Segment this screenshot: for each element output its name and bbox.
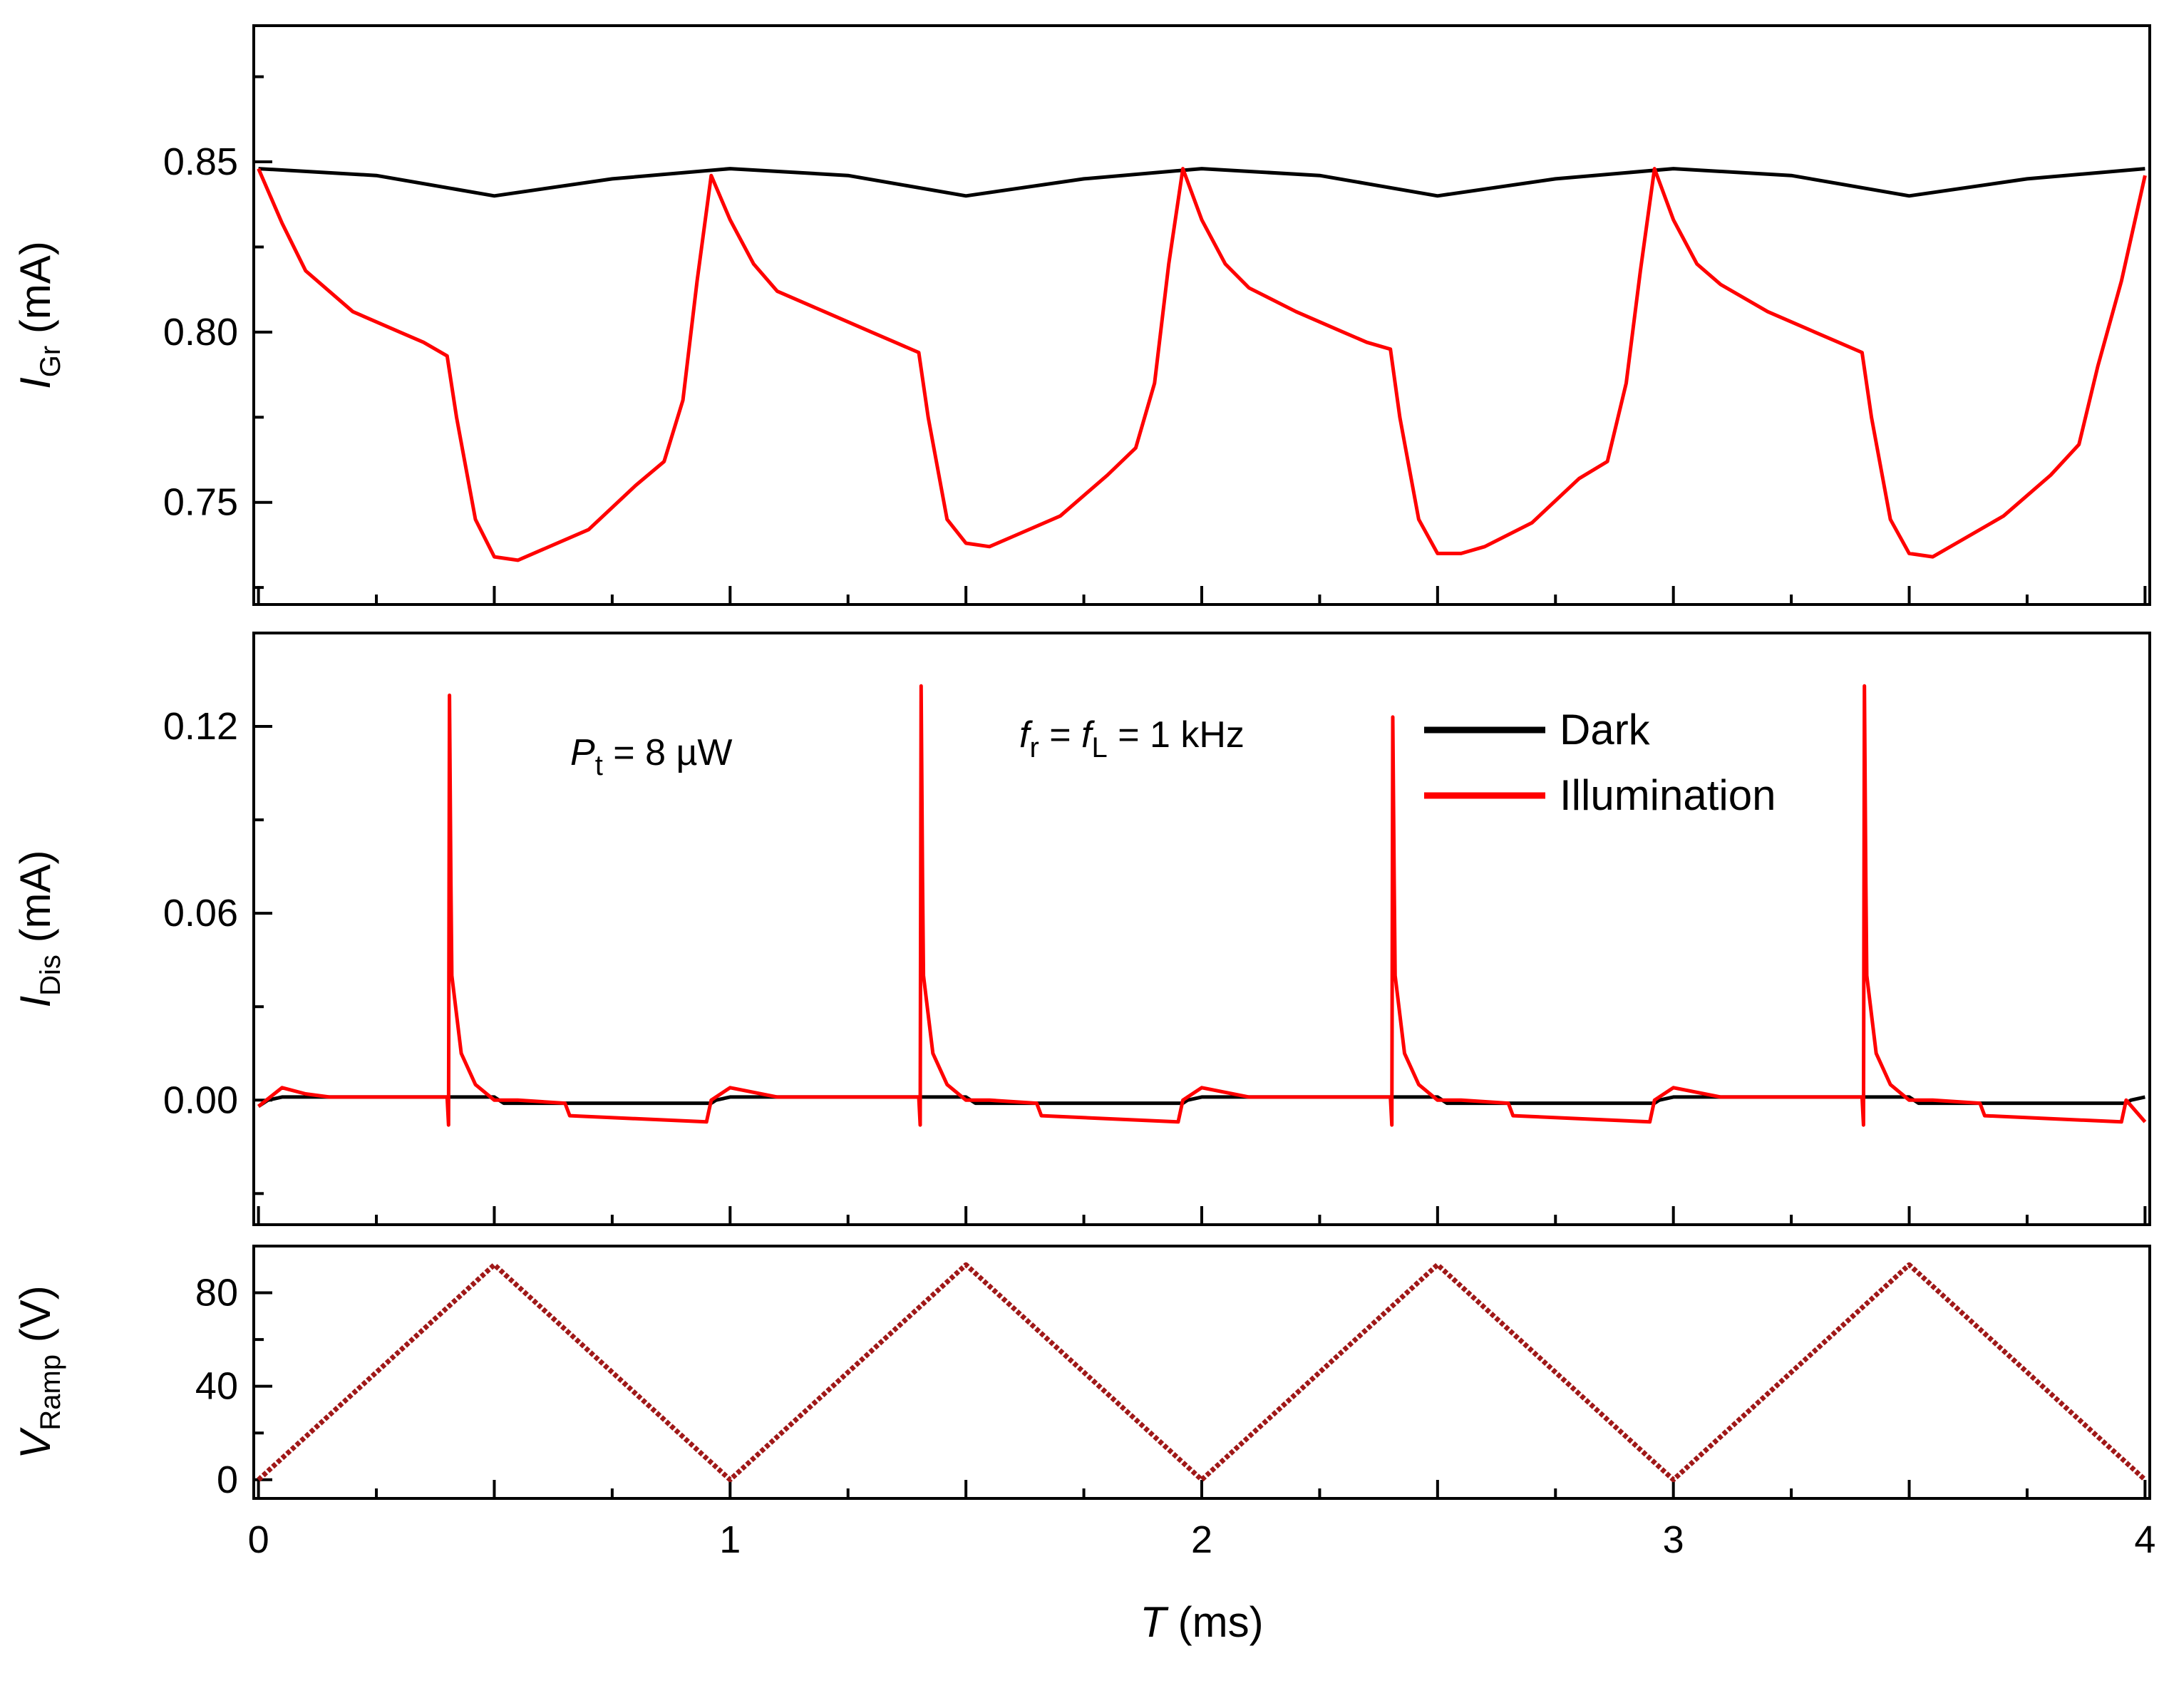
freq-sub-2: L	[1092, 732, 1108, 763]
freq-symbol-2: f	[1081, 714, 1095, 756]
top-ylabel-unit: (mA)	[11, 241, 59, 346]
bottom-ylabel-symbol: V	[11, 1427, 59, 1459]
y-tick-label: 0.00	[163, 1079, 238, 1121]
power-symbol: P	[570, 732, 595, 773]
x-tick-label: 4	[2134, 1518, 2155, 1561]
top-ylabel-symbol: I	[11, 377, 59, 389]
series-line-dark	[258, 167, 2145, 198]
series-line-illumination	[257, 684, 2147, 1127]
y-tick-label: 0.85	[163, 140, 238, 183]
bottom-ticks: 0 40 80 0 1 2 3 4	[195, 1245, 2155, 1561]
freq-equals: =	[1039, 714, 1081, 756]
panel-bottom-frame	[252, 1245, 2151, 1500]
x-axis-title: T (ms)	[1140, 1598, 1263, 1646]
panel-top: 0.75 0.80 0.85 IGr (mA)	[11, 24, 2151, 606]
y-tick-label: 0.75	[163, 481, 238, 524]
middle-ylabel-sub: Dis	[35, 955, 66, 996]
top-series	[257, 167, 2147, 562]
middle-ticks: 0.00 0.06 0.12	[163, 632, 2147, 1225]
bottom-ylabel-unit: (V)	[11, 1285, 59, 1354]
y-tick-label: 0	[217, 1459, 238, 1501]
bottom-series	[257, 1262, 2147, 1483]
freq-symbol-1: f	[1019, 714, 1033, 756]
x-tick-label: 0	[248, 1518, 269, 1561]
frequency-annotation: fr = fL = 1 kHz	[1019, 714, 1245, 763]
top-ticks: 0.75 0.80 0.85	[163, 75, 2147, 605]
y-tick-label: 0.12	[163, 705, 238, 748]
middle-ylabel-unit: (mA)	[11, 850, 59, 955]
bottom-ylabel: VRamp (V)	[11, 1285, 66, 1459]
y-tick-label: 40	[195, 1365, 238, 1408]
x-tick-label: 2	[1191, 1518, 1212, 1561]
panel-top-frame	[252, 24, 2151, 606]
series-line-illumination	[257, 167, 2147, 562]
panel-middle: 0.000.060.12 IDis (mA) Pt = 8 µW fr = fL…	[11, 632, 2151, 1226]
bottom-ylabel-sub: Ramp	[35, 1354, 66, 1431]
top-ylabel-sub: Gr	[35, 346, 66, 377]
middle-series	[257, 684, 2147, 1127]
x-axis-unit: (ms)	[1166, 1598, 1264, 1646]
y-tick-label: 0.06	[163, 892, 238, 935]
power-annotation: Pt = 8 µW	[570, 732, 732, 781]
x-tick-label: 1	[719, 1518, 741, 1561]
legend: Dark Illumination	[1424, 706, 1776, 819]
power-value: = 8 µW	[603, 732, 733, 773]
series-line-ramp	[257, 1262, 2147, 1483]
freq-sub-1: r	[1029, 732, 1039, 763]
x-tick-label: 3	[1663, 1518, 1684, 1561]
legend-illumination-label: Illumination	[1560, 771, 1776, 819]
panel-bottom: 0 40 80 0 1 2 3 4 VRamp (V) T (ms)	[11, 1245, 2155, 1646]
freq-value: = 1 kHz	[1108, 714, 1245, 756]
top-ylabel: IGr (mA)	[11, 241, 66, 389]
legend-dark-label: Dark	[1560, 706, 1651, 753]
power-sub: t	[595, 750, 603, 781]
y-tick-label: 0.80	[163, 311, 238, 354]
y-tick-label: 80	[195, 1272, 238, 1315]
middle-ylabel: IDis (mA)	[11, 850, 66, 1007]
middle-ylabel-symbol: I	[11, 996, 59, 1008]
x-axis-symbol: T	[1140, 1598, 1169, 1646]
